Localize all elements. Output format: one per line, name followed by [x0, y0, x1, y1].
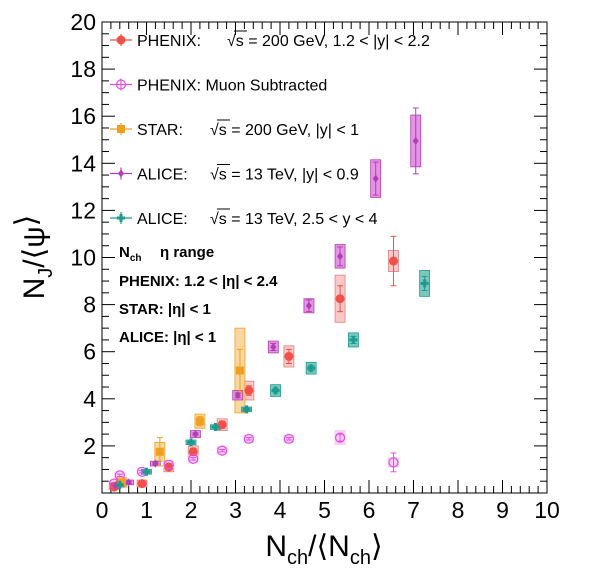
x-tick-label: 2: [185, 497, 198, 523]
legend-label-detail: √s = 13 TeV, |y| < 0.9: [210, 167, 359, 184]
phenix_muon-point: [388, 457, 399, 468]
legend: PHENIX: √s = 200 GeV, 1.2 < |y| < 2.2 PHEN…: [110, 30, 430, 228]
x-tick-label: 6: [363, 497, 376, 523]
alice_fwd-point: [242, 405, 251, 414]
phenix_muon-point: [283, 433, 294, 444]
star-point: [195, 417, 204, 426]
y-tick-label: 4: [83, 386, 96, 412]
phenix_muon-point: [243, 433, 254, 444]
alice_fwd-point: [211, 423, 220, 432]
alice_fwd-point: [142, 467, 151, 476]
alice_fwd-point: [349, 335, 358, 344]
legend-label-detail: √s = 13 TeV, 2.5 < y < 4: [210, 211, 378, 228]
x-axis-title: Nch/⟨Nch⟩: [265, 530, 382, 569]
x-tick-label: 3: [229, 497, 242, 523]
x-tick-label: 10: [534, 497, 560, 523]
phenix-point: [388, 256, 398, 266]
phenix-point: [188, 447, 198, 457]
legend-label: PHENIX: Muon Subtracted: [137, 78, 327, 95]
y-tick-label: 2: [83, 433, 96, 459]
phenix-point: [137, 479, 147, 489]
legend-label: STAR:: [137, 122, 183, 139]
eta-range-table: Nch η range PHENIX: 1.2 < |η| < 2.4 STAR: |…: [119, 244, 278, 346]
phenix-point: [244, 386, 254, 396]
phenix_muon-point: [334, 432, 346, 443]
legend-marker-alice_fwd: [117, 214, 125, 222]
alice_fwd-point: [271, 386, 280, 395]
legend-label: ALICE:: [137, 211, 188, 228]
y-tick-label: 14: [70, 150, 96, 176]
y-tick-label: 12: [70, 197, 96, 223]
alice_mid-point: [372, 174, 379, 183]
data-markers: [108, 136, 429, 492]
star-point: [155, 447, 164, 456]
legend-label: PHENIX:: [137, 33, 201, 50]
eta-table-row: STAR: |η| < 1: [119, 301, 211, 318]
legend-label-detail: √s = 200 GeV, 1.2 < |y| < 2.2: [227, 33, 430, 50]
legend-marker-star: [117, 125, 125, 133]
alice_fwd-point: [115, 480, 124, 489]
star-point: [235, 366, 244, 375]
legend-marker-alice_mid: [118, 169, 124, 178]
x-tick-label: 9: [496, 497, 509, 523]
phenix-point: [335, 294, 345, 304]
alice_mid-point: [412, 136, 419, 145]
y-axis-title: NJ/⟨ψ⟩: [10, 215, 57, 300]
y-tick-label: 10: [70, 245, 96, 271]
x-tick-label: 1: [140, 497, 153, 523]
phenix-point: [284, 351, 294, 361]
alice_mid-point: [305, 301, 312, 310]
x-tick-label: 5: [318, 497, 331, 523]
legend-label-detail: √s = 200 GeV, |y| < 1: [210, 122, 359, 139]
eta-table-row: ALICE: |η| < 1: [119, 329, 216, 346]
alice_mid-point: [234, 391, 241, 400]
alice_fwd-point: [187, 438, 195, 447]
y-tick-label: 8: [83, 292, 96, 318]
alice_fwd-point: [307, 364, 316, 373]
x-tick-label: 8: [452, 497, 465, 523]
phenix_muon-point: [188, 453, 199, 464]
x-tick-label: 7: [407, 497, 420, 523]
eta-table-header-range: η range: [160, 244, 214, 261]
eta-table-row: PHENIX: 1.2 < |η| < 2.4: [119, 273, 278, 290]
alice_mid-point: [152, 459, 159, 468]
phenix-point: [164, 462, 174, 472]
legend-marker-phenix_muon: [115, 79, 127, 90]
phenix_muon-point: [217, 445, 228, 456]
star-point: [118, 478, 127, 487]
alice_mid-point: [125, 478, 132, 487]
y-tick-label: 20: [70, 9, 96, 35]
phenix_muon-point: [163, 459, 174, 470]
phenix-point: [217, 420, 227, 430]
alice_mid-point: [337, 252, 344, 261]
axis-ticks: [101, 21, 548, 494]
y-tick-label: 16: [70, 103, 96, 129]
legend-label: ALICE:: [137, 167, 188, 184]
alice_mid-point: [270, 342, 277, 351]
alice_fwd-point: [420, 279, 429, 288]
x-tick-label: 4: [274, 497, 287, 523]
y-tick-label: 18: [70, 56, 96, 82]
x-tick-label: 0: [96, 497, 109, 523]
y-tick-label: 6: [83, 339, 96, 365]
eta-table-header-nch: Nch: [119, 244, 142, 264]
alice_mid-point: [192, 430, 199, 439]
legend-marker-phenix: [116, 35, 126, 45]
